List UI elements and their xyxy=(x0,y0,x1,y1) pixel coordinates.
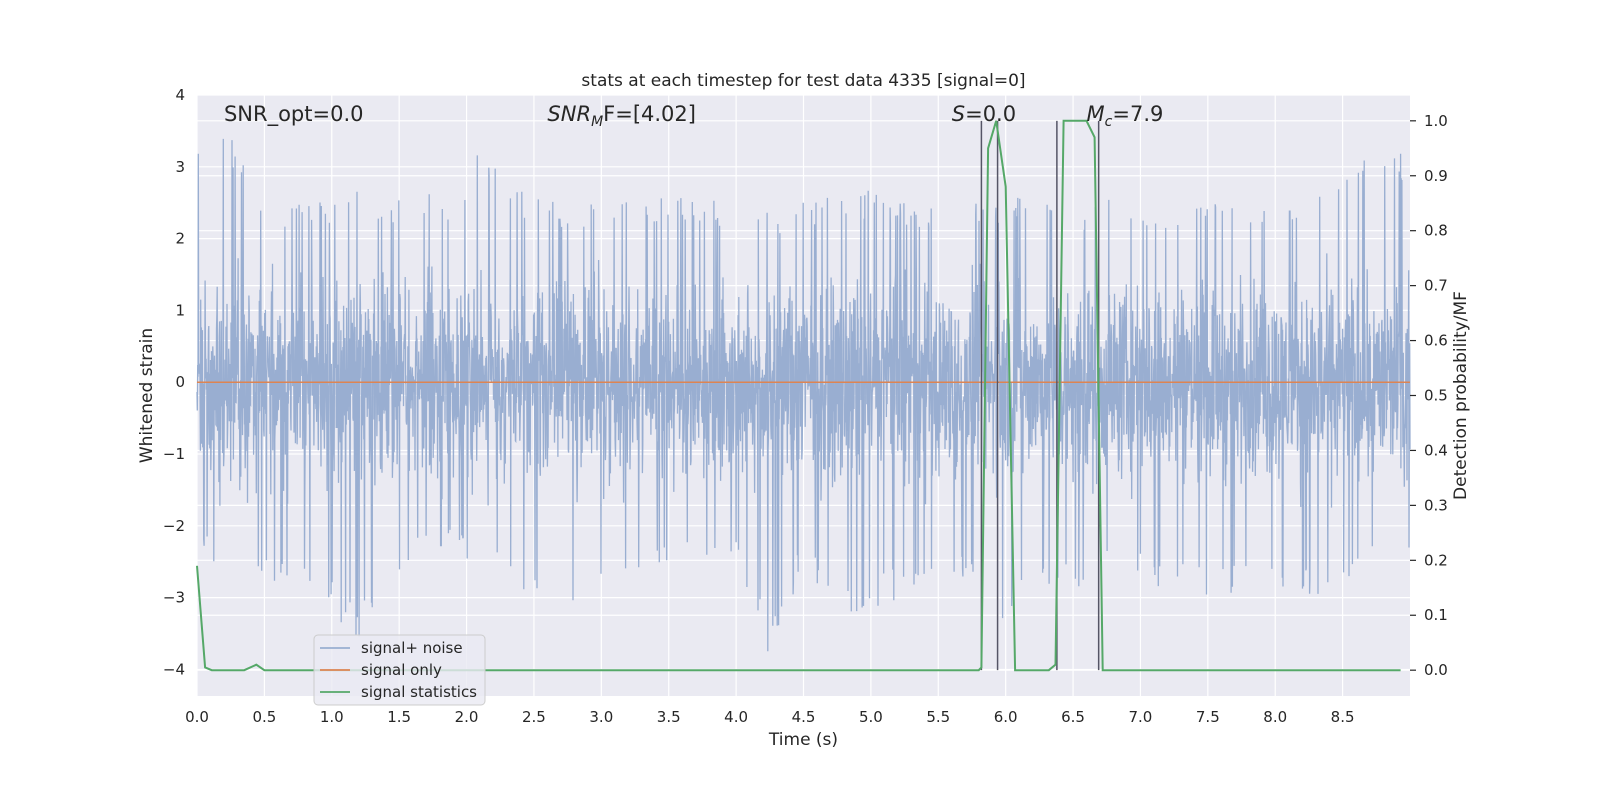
y-right-tick-label: 0.2 xyxy=(1424,551,1448,569)
x-tick-label: 2.5 xyxy=(522,708,546,726)
mc-label: M xyxy=(1087,102,1105,126)
snr-mf-subscript: M xyxy=(591,114,603,130)
x-tick-label: 4.5 xyxy=(792,708,816,726)
mc-subscript: c xyxy=(1105,114,1113,130)
x-tick-label: 2.0 xyxy=(455,708,479,726)
stats-series-layer xyxy=(196,119,1401,672)
s-label: S xyxy=(952,102,965,126)
x-tick-label: 3.5 xyxy=(657,708,681,726)
x-tick-label: 6.0 xyxy=(994,708,1018,726)
y-right-tick-label: 1.0 xyxy=(1424,112,1448,130)
y-right-tick-label: 0.3 xyxy=(1424,496,1448,514)
y-axis-left-label: Whitened strain xyxy=(137,328,157,463)
x-tick-label: 7.5 xyxy=(1196,708,1220,726)
y-right-tick-label: 0.1 xyxy=(1424,606,1448,624)
y-axis-left-ticks: 4 3 2 1 0 −1 −2 −3 −4 xyxy=(163,86,185,678)
snr-mf-suffix: F=[4.02] xyxy=(603,102,696,126)
annotation-s: S=0.0 xyxy=(952,102,1016,126)
legend-label-stats: signal statistics xyxy=(361,683,477,701)
y-left-tick-label: 2 xyxy=(175,230,185,248)
x-axis-label: Time (s) xyxy=(768,730,838,750)
y-right-tick-label: 0.6 xyxy=(1424,332,1448,350)
x-axis-ticks: 0.0 0.5 1.0 1.5 2.0 2.5 3.0 3.5 4.0 4.5 5.0 5.5 6.0 6… xyxy=(185,708,1354,726)
x-tick-label: 5.5 xyxy=(926,708,950,726)
x-tick-label: 1.0 xyxy=(320,708,344,726)
series-line-stats xyxy=(196,119,1401,672)
x-tick-label: 5.0 xyxy=(859,708,883,726)
y-right-tick-label: 0.0 xyxy=(1424,661,1448,679)
y-left-tick-label: 1 xyxy=(175,301,185,319)
y-axis-right-label: Detection probability/MF xyxy=(1451,291,1471,500)
y-left-tick-label: 3 xyxy=(175,158,185,176)
snr-mf-prefix: SNR xyxy=(547,102,591,126)
y-axis-right-ticks: 1.0 0.9 0.8 0.7 0.6 0.5 0.4 0.3 0.2 0.1 0.0 xyxy=(1410,112,1448,679)
legend-label-signal: signal only xyxy=(361,661,442,679)
legend-box xyxy=(313,634,486,706)
mc-value: =7.9 xyxy=(1112,102,1163,126)
annotation-mc: Mc=7.9 xyxy=(1087,102,1164,130)
y-left-tick-label: −2 xyxy=(163,517,185,535)
series-line-noise xyxy=(196,138,1411,652)
y-right-tick-label: 0.9 xyxy=(1424,167,1448,185)
y-right-tick-label: 0.8 xyxy=(1424,222,1448,240)
y-left-tick-label: 0 xyxy=(175,373,185,391)
annotation-snr-opt: SNR_opt=0.0 xyxy=(224,102,364,127)
x-tick-label: 6.5 xyxy=(1061,708,1085,726)
legend-label-noise: signal+ noise xyxy=(361,639,463,657)
y-left-tick-label: −4 xyxy=(163,660,185,678)
y-right-tick-label: 0.5 xyxy=(1424,387,1448,405)
x-tick-label: 0.5 xyxy=(252,708,276,726)
x-tick-label: 3.0 xyxy=(589,708,613,726)
y-left-tick-label: −3 xyxy=(163,589,185,607)
x-tick-label: 8.5 xyxy=(1331,708,1355,726)
annotation-snr-mf: SNRMF=[4.02] xyxy=(547,102,696,130)
x-tick-label: 7.0 xyxy=(1129,708,1153,726)
y-right-tick-label: 0.4 xyxy=(1424,441,1448,459)
noise-series-layer xyxy=(196,138,1411,652)
s-value: =0.0 xyxy=(965,102,1016,126)
x-tick-label: 1.5 xyxy=(387,708,411,726)
y-left-tick-label: −1 xyxy=(163,445,185,463)
y-right-tick-label: 0.7 xyxy=(1424,277,1448,295)
x-tick-label: 0.0 xyxy=(185,708,209,726)
x-tick-label: 8.0 xyxy=(1263,708,1287,726)
x-tick-label: 4.0 xyxy=(724,708,748,726)
y-left-tick-label: 4 xyxy=(175,86,185,104)
legend: signal+ noise signal only signal statist… xyxy=(313,634,486,706)
chart-title: stats at each timestep for test data 433… xyxy=(581,71,1025,91)
